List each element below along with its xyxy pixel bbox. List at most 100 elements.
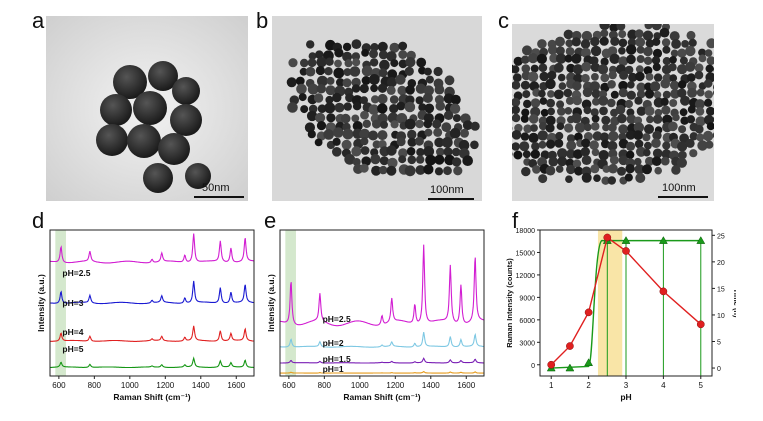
nanoparticle [415,165,426,175]
y2-tick-label: 15 [717,286,725,293]
nanoparticle [581,172,592,183]
nanoparticle [317,104,327,113]
ph-dependence-chart-f: 1 2 3 4 5 0 3000 6000 9000 12000 15000 18000 0 5 10 15 2… [505,228,736,402]
nanoparticle [600,29,609,38]
nanoparticle [435,101,446,111]
nanoparticle [512,105,520,115]
nanoparticle [644,82,653,91]
nanoparticle [545,78,556,90]
nanoparticle [470,140,479,150]
nanoparticle [627,81,635,89]
nanoparticle [556,100,565,109]
nanoparticle [557,156,568,167]
nanoparticle [557,148,568,159]
nanoparticle [519,141,530,152]
nanoparticle [599,90,608,99]
nanoparticle [398,148,408,158]
nanoparticle [574,132,583,142]
y-tick-label: 6000 [519,318,535,325]
nanoparticle [644,141,652,150]
y-tick-label: 3000 [519,340,535,347]
nanoparticle [513,150,523,160]
nanoparticle [610,36,620,46]
nanoparticle [443,147,453,157]
nanoparticle [434,154,445,165]
nanoparticle [527,53,539,64]
nanoparticle [449,127,461,139]
nanoparticle [636,90,646,99]
nanoparticle [305,66,316,77]
nanoparticle [713,84,714,90]
nanoparticle [660,78,670,89]
nanoparticle [706,106,714,116]
nanoparticle [344,59,353,68]
nanoparticle [332,147,342,157]
x-tick-label: 4 [661,381,666,390]
nanoparticle [633,130,644,140]
x-tick-label: 1400 [422,381,440,390]
nanoparticle [334,59,342,68]
nanoparticle [547,45,558,55]
nanoparticle [443,110,454,121]
nanoparticle [531,142,540,151]
nanoparticle [296,83,307,95]
nanoparticle [680,116,689,125]
nanoparticle [676,157,687,168]
nanoparticle [634,96,643,105]
nanoparticle [565,47,575,56]
nanoparticle [530,64,539,73]
nanoparticle [581,30,593,42]
tem-image-c: 100nm [512,24,714,201]
nanoparticle [423,146,435,157]
nanoparticle [342,51,353,62]
nanoparticle [685,61,696,72]
nanoparticle [680,95,690,106]
panel-letter-e: e [264,208,277,233]
nanoparticle [645,73,654,81]
nanoparticle [702,130,714,142]
nanoparticle [396,137,406,147]
nanoparticle [581,73,590,83]
nanoparticle [645,39,655,48]
x-tick-label: 2 [586,381,591,390]
nanoparticle [405,57,416,68]
nanoparticle [360,96,368,105]
nanoparticle [669,80,680,90]
nanoparticle [609,155,619,165]
nanoparticle [574,166,584,176]
nanoparticle [298,93,307,102]
nanoparticle [407,129,417,140]
nanoparticle [713,90,714,96]
nanoparticle-cluster [286,39,480,177]
nanoparticle [617,166,626,176]
nanoparticle [520,80,530,90]
nanoparticle [539,71,549,82]
nanoparticle [580,39,591,49]
nanoparticle [404,66,414,76]
highlight-band [285,230,296,376]
nanoparticle [555,131,564,140]
nanoparticle [625,130,636,140]
nanoparticle [712,132,714,139]
nanoparticle [662,141,671,150]
nanoparticle [696,88,705,97]
nanoparticle [653,73,663,82]
panel-letter-c: c [498,8,509,33]
scale-bar-label-c: 100nm [662,182,696,194]
nanoparticle [387,69,398,80]
nanoparticle [650,81,661,92]
nanoparticle [660,156,670,166]
nanoparticle [678,125,687,134]
x-tick-label: 1000 [351,381,369,390]
nanoparticle [644,24,653,30]
nanoparticle [470,121,480,131]
nanoparticle [306,40,315,49]
nanoparticle [537,39,547,49]
nanoparticle [521,64,531,73]
nanoparticle [369,49,378,59]
y-tick-label: 12000 [516,273,536,280]
nanoparticle [590,164,600,174]
nanoparticle [651,138,661,148]
nanoparticle [703,79,713,88]
nanoparticle [713,116,714,122]
